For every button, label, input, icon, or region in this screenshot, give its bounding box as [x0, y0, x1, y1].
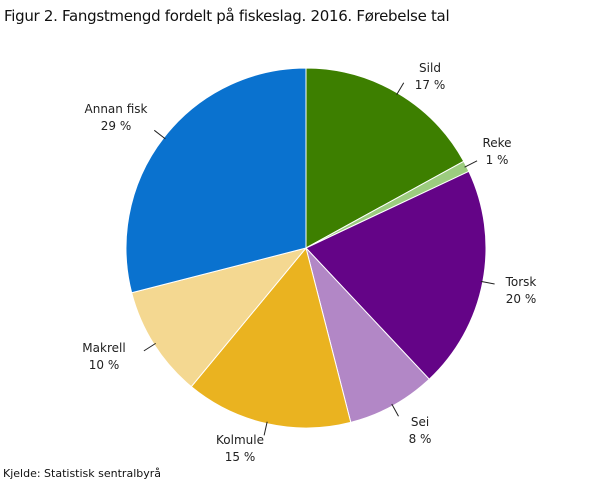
- chart-title: Figur 2. Fangstmengd fordelt på fiskesla…: [4, 7, 450, 25]
- slice-label: Sild: [419, 61, 441, 75]
- slice-label: Annan fisk: [85, 102, 148, 116]
- slice-value-label: 17 %: [415, 78, 446, 92]
- slice-label: Makrell: [82, 341, 125, 355]
- slice-label: Kolmule: [216, 433, 264, 447]
- slice-value-label: 15 %: [225, 450, 256, 464]
- leader-line: [263, 421, 268, 436]
- slice-label: Torsk: [505, 275, 537, 289]
- leader-line: [391, 403, 399, 417]
- slice-value-label: 10 %: [89, 358, 120, 372]
- source-note: Kjelde: Statistisk sentralbyrå: [3, 467, 162, 480]
- leader-line: [464, 160, 478, 168]
- slice-value-label: 29 %: [101, 119, 132, 133]
- slice-value-label: 1 %: [486, 153, 509, 167]
- leader-line: [480, 280, 495, 285]
- slice-value-label: 8 %: [409, 432, 432, 446]
- leader-line: [396, 82, 405, 96]
- leader-line: [153, 129, 166, 140]
- slice-label: Sei: [411, 415, 429, 429]
- leader-line: [143, 342, 156, 352]
- slice-value-label: 20 %: [506, 292, 537, 306]
- slice-label: Reke: [482, 136, 511, 150]
